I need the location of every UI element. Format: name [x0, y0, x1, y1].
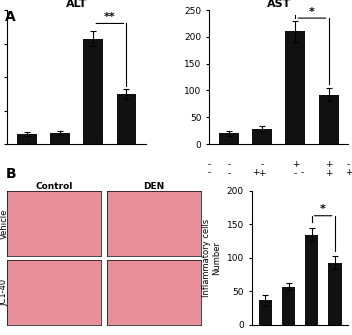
- Text: -: -: [207, 160, 211, 169]
- Bar: [219, 133, 239, 144]
- Text: *: *: [309, 7, 315, 17]
- Text: A: A: [5, 10, 16, 24]
- Text: +: +: [258, 169, 266, 178]
- Title: ALT: ALT: [66, 0, 87, 9]
- Text: -: -: [300, 168, 304, 177]
- Bar: [328, 263, 341, 325]
- Text: -: -: [260, 160, 264, 169]
- Bar: [117, 94, 137, 144]
- Text: +: +: [252, 168, 259, 177]
- Y-axis label: Inflammatory cells
Number: Inflammatory cells Number: [202, 219, 221, 297]
- Bar: [50, 133, 70, 144]
- Text: +: +: [345, 168, 352, 177]
- Y-axis label: Vehicle: Vehicle: [0, 208, 9, 239]
- Bar: [83, 39, 103, 144]
- Text: +: +: [325, 169, 332, 178]
- Title: Control: Control: [35, 182, 73, 191]
- Text: -: -: [347, 160, 350, 169]
- Text: -: -: [227, 160, 231, 169]
- Bar: [319, 95, 339, 144]
- Text: -: -: [227, 169, 231, 178]
- Bar: [17, 134, 37, 144]
- Title: AST: AST: [266, 0, 291, 9]
- Text: -: -: [294, 169, 297, 178]
- Text: -: -: [207, 168, 211, 177]
- Text: +: +: [292, 160, 299, 169]
- Bar: [252, 129, 272, 144]
- Bar: [305, 234, 319, 325]
- Bar: [282, 287, 295, 325]
- Text: *: *: [320, 204, 326, 214]
- Text: B: B: [5, 168, 16, 182]
- Text: **: **: [104, 12, 116, 22]
- Bar: [258, 300, 272, 325]
- Text: +: +: [325, 160, 332, 169]
- Y-axis label: JC1-40: JC1-40: [0, 279, 9, 306]
- Title: DEN: DEN: [143, 182, 164, 191]
- Bar: [285, 31, 305, 144]
